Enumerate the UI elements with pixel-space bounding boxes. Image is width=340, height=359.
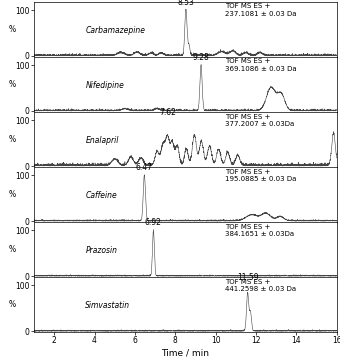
Text: 6.92: 6.92 [145,218,162,227]
X-axis label: Time / min: Time / min [161,348,209,357]
Y-axis label: %: % [9,25,16,34]
Text: 6.47: 6.47 [136,163,153,172]
Text: TOF MS ES +
369.1086 ± 0.03 Da: TOF MS ES + 369.1086 ± 0.03 Da [225,59,296,72]
Text: Simvastatin: Simvastatin [85,301,131,310]
Text: TOF MS ES +
441.2598 ± 0.03 Da: TOF MS ES + 441.2598 ± 0.03 Da [225,279,296,292]
Text: Prazosin: Prazosin [85,246,117,255]
Text: 8.53: 8.53 [177,0,194,7]
Y-axis label: %: % [9,135,16,144]
Text: TOF MS ES +
195.0885 ± 0.03 Da: TOF MS ES + 195.0885 ± 0.03 Da [225,169,296,182]
Text: 9.28: 9.28 [193,53,209,62]
Text: 7.62: 7.62 [159,108,176,117]
Y-axis label: %: % [9,300,16,309]
Y-axis label: %: % [9,245,16,254]
Text: Enalapril: Enalapril [85,136,119,145]
Text: 11.59: 11.59 [237,273,258,282]
Text: TOF MS ES +
237.1081 ± 0.03 Da: TOF MS ES + 237.1081 ± 0.03 Da [225,4,296,17]
Text: Nifedipine: Nifedipine [85,81,124,90]
Y-axis label: %: % [9,190,16,199]
Text: Carbamazepine: Carbamazepine [85,26,146,35]
Y-axis label: %: % [9,80,16,89]
Text: TOF MS ES +
377.2007 ± 0.03Da: TOF MS ES + 377.2007 ± 0.03Da [225,113,294,127]
Text: Caffeine: Caffeine [85,191,117,200]
Text: TOF MS ES +
384.1651 ± 0.03Da: TOF MS ES + 384.1651 ± 0.03Da [225,224,294,237]
